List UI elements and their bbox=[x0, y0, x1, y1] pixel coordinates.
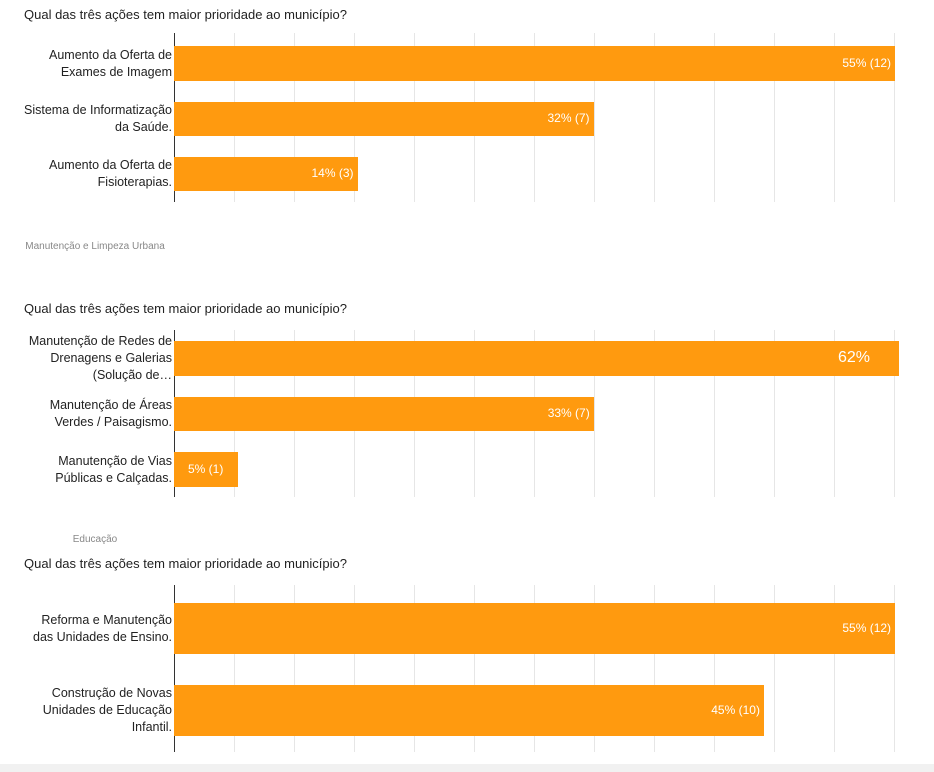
grid-line bbox=[834, 585, 835, 752]
grid-line bbox=[714, 33, 715, 202]
footer-strip bbox=[0, 764, 934, 772]
chart-title: Qual das três ações tem maior prioridade… bbox=[24, 301, 347, 316]
grid-line bbox=[594, 33, 595, 202]
value-label: 55% (12) bbox=[842, 620, 892, 635]
category-label: Manutenção de Áreas Verdes / Paisagismo. bbox=[49, 398, 172, 429]
plot-area: 55% (12) 32% (7) 14% (3) bbox=[174, 33, 899, 202]
value-label: 32% (7) bbox=[547, 111, 590, 125]
bar bbox=[174, 452, 238, 487]
grid-line bbox=[354, 585, 355, 752]
grid-line bbox=[654, 585, 655, 752]
bar bbox=[174, 46, 896, 81]
grid-line bbox=[894, 330, 895, 497]
grid-line bbox=[834, 33, 835, 202]
chart-title: Qual das três ações tem maior prioridade… bbox=[24, 556, 347, 571]
category-label: Aumento da Oferta de Exames de Imagem bbox=[49, 47, 172, 79]
value-label: 55% (12) bbox=[842, 55, 892, 70]
grid-line bbox=[234, 585, 235, 752]
value-label: 5% (1) bbox=[188, 461, 224, 476]
grid-line bbox=[594, 585, 595, 752]
bar bbox=[174, 157, 358, 191]
grid-line bbox=[414, 585, 415, 752]
axis-line bbox=[174, 585, 175, 752]
plot-area: 62% 33% (7) 5% (1) bbox=[174, 330, 899, 497]
grid-line bbox=[714, 330, 715, 497]
plot-area: 55% (12) 45% (10) bbox=[174, 585, 899, 752]
category-label: Reforma e Manutenção das Unidades de Ens… bbox=[33, 612, 172, 644]
section-label: Manutenção e Limpeza Urbana bbox=[25, 241, 165, 252]
grid-line bbox=[774, 585, 775, 752]
grid-line bbox=[774, 330, 775, 497]
section-label: Educação bbox=[72, 534, 118, 545]
grid-line bbox=[774, 33, 775, 202]
value-label: 62% bbox=[838, 348, 871, 366]
chart-title: Qual das três ações tem maior prioridade… bbox=[24, 7, 347, 22]
bar bbox=[174, 341, 899, 376]
category-label: Construção de Novas Unidades de Educação… bbox=[42, 686, 172, 734]
bar bbox=[174, 603, 896, 654]
grid-line bbox=[474, 585, 475, 752]
grid-line bbox=[594, 330, 595, 497]
grid-line bbox=[834, 330, 835, 497]
bar bbox=[174, 685, 764, 736]
grid-line bbox=[654, 33, 655, 202]
category-label: Manutenção de Redes de Drenagens e Galer… bbox=[28, 334, 172, 382]
category-label: Manutenção de Vias Públicas e Calçadas. bbox=[55, 453, 172, 485]
value-label: 33% (7) bbox=[547, 406, 590, 420]
value-label: 45% (10) bbox=[711, 702, 760, 717]
grid-line bbox=[714, 585, 715, 752]
category-label: Sistema de Informatização da Saúde. bbox=[24, 103, 172, 134]
grid-line bbox=[294, 585, 295, 752]
bar bbox=[174, 102, 594, 136]
grid-line bbox=[894, 33, 895, 202]
bar bbox=[174, 397, 594, 431]
category-label: Aumento da Oferta de Fisioterapias. bbox=[49, 158, 172, 189]
grid-line bbox=[894, 585, 895, 752]
grid-line bbox=[534, 585, 535, 752]
value-label: 14% (3) bbox=[311, 166, 354, 180]
grid-line bbox=[654, 330, 655, 497]
